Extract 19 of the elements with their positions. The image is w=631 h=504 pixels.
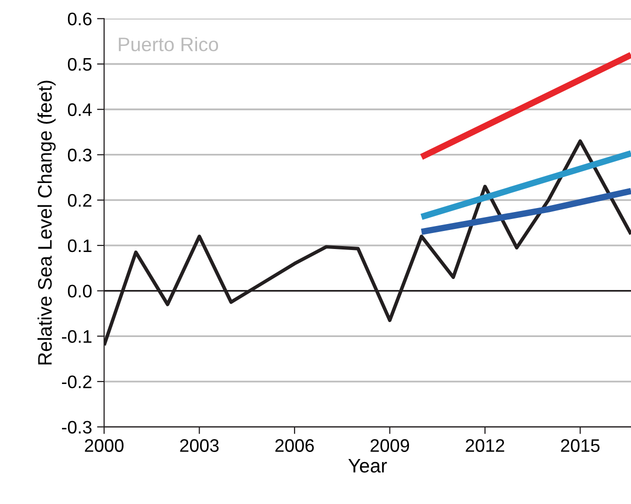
- x-tick-label: 2000: [84, 439, 124, 452]
- y-tick-label: 0.6: [68, 12, 92, 26]
- x-tick-label: 2003: [180, 439, 219, 452]
- y-tick-label: 0.0: [68, 284, 92, 298]
- y-tick-label: 0.1: [68, 239, 92, 252]
- x-tick-label: 2009: [370, 439, 410, 452]
- x-tick-label: 2006: [275, 439, 314, 452]
- x-axis-title: Year: [348, 459, 387, 473]
- y-tick-label: -0.1: [62, 330, 92, 343]
- x-tick-label: 2015: [561, 439, 600, 452]
- y-tick-label: 0.4: [68, 103, 92, 116]
- y-tick-label: 0.2: [68, 194, 92, 207]
- y-tick-label: 0.3: [68, 148, 92, 162]
- x-tick-label: 2012: [466, 439, 504, 452]
- y-tick-label: -0.2: [62, 375, 92, 388]
- y-tick-label: -0.3: [62, 420, 92, 434]
- y-tick-label: 0.5: [68, 58, 92, 71]
- y-axis-title: Relative Sea Level Change (feet): [38, 80, 56, 364]
- annotation: Puerto Rico: [118, 37, 218, 52]
